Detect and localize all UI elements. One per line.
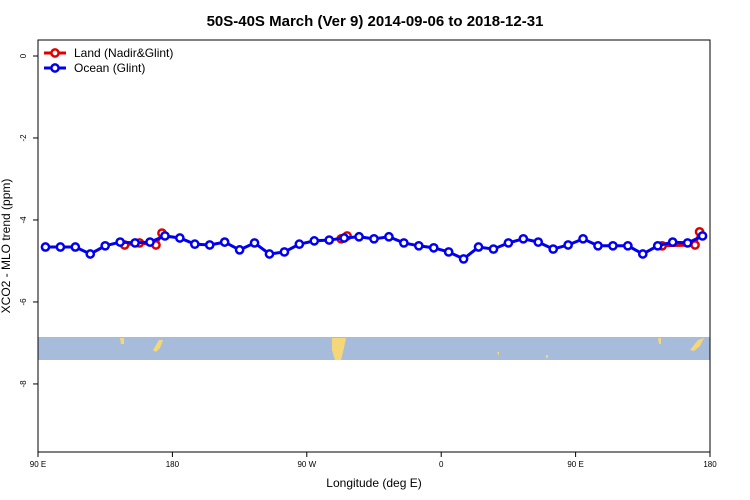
x-tick-label: 90 W <box>297 460 316 469</box>
y-tick-label: -4 <box>19 216 28 224</box>
legend-label: Ocean (Glint) <box>74 61 145 75</box>
point <box>279 247 290 257</box>
point <box>204 240 215 250</box>
legend-marker <box>50 48 60 58</box>
legend-marker <box>50 63 60 73</box>
point <box>488 244 499 254</box>
point <box>593 240 603 251</box>
point <box>563 240 573 250</box>
x-tick-label: 90 E <box>30 460 46 469</box>
y-tick-label: -6 <box>19 298 28 306</box>
point <box>130 238 140 248</box>
x-tick-label: 0 <box>439 460 444 469</box>
point <box>652 240 663 251</box>
point <box>399 238 409 248</box>
point <box>189 239 200 250</box>
y-tick-label: -8 <box>19 380 28 388</box>
point <box>324 235 335 245</box>
point <box>160 231 170 241</box>
point <box>428 242 439 253</box>
point <box>518 233 529 244</box>
point <box>354 231 364 242</box>
point <box>55 242 66 252</box>
point <box>70 242 81 252</box>
point <box>40 242 51 252</box>
y-tick-label: -2 <box>19 134 28 142</box>
point <box>443 247 454 257</box>
x-axis-label: Longitude (deg E) <box>326 476 421 490</box>
x-tick-label: 180 <box>703 460 717 469</box>
point <box>339 233 349 243</box>
point <box>309 236 320 246</box>
point <box>690 240 700 250</box>
point <box>533 237 544 247</box>
point <box>682 238 693 248</box>
point <box>145 237 155 247</box>
chart-title: 50S-40S March (Ver 9) 2014-09-06 to 2018… <box>207 13 544 30</box>
point <box>85 249 96 259</box>
point <box>667 237 678 247</box>
point <box>264 249 275 259</box>
x-tick-label: 180 <box>166 460 180 469</box>
point <box>413 240 424 251</box>
point <box>623 240 633 251</box>
plot-frame <box>37 39 711 453</box>
point <box>578 233 588 244</box>
x-tick-label: 90 E <box>567 460 583 469</box>
point <box>294 239 305 250</box>
y-axis-label: XCO2 - MLO trend (ppm) <box>0 179 13 314</box>
point <box>697 231 708 241</box>
point <box>384 231 394 242</box>
point <box>473 242 484 252</box>
point <box>608 240 618 251</box>
point <box>458 254 469 264</box>
point <box>175 233 185 243</box>
point <box>249 238 260 248</box>
point <box>115 237 125 247</box>
point <box>548 244 559 254</box>
y-tick-label: 0 <box>19 53 28 58</box>
point <box>503 238 514 248</box>
point <box>100 240 111 251</box>
point <box>234 245 245 255</box>
legend-label: Land (Nadir&Glint) <box>74 46 173 60</box>
point <box>219 237 230 247</box>
point <box>369 233 379 244</box>
point <box>637 249 648 259</box>
map-strip <box>38 337 710 360</box>
